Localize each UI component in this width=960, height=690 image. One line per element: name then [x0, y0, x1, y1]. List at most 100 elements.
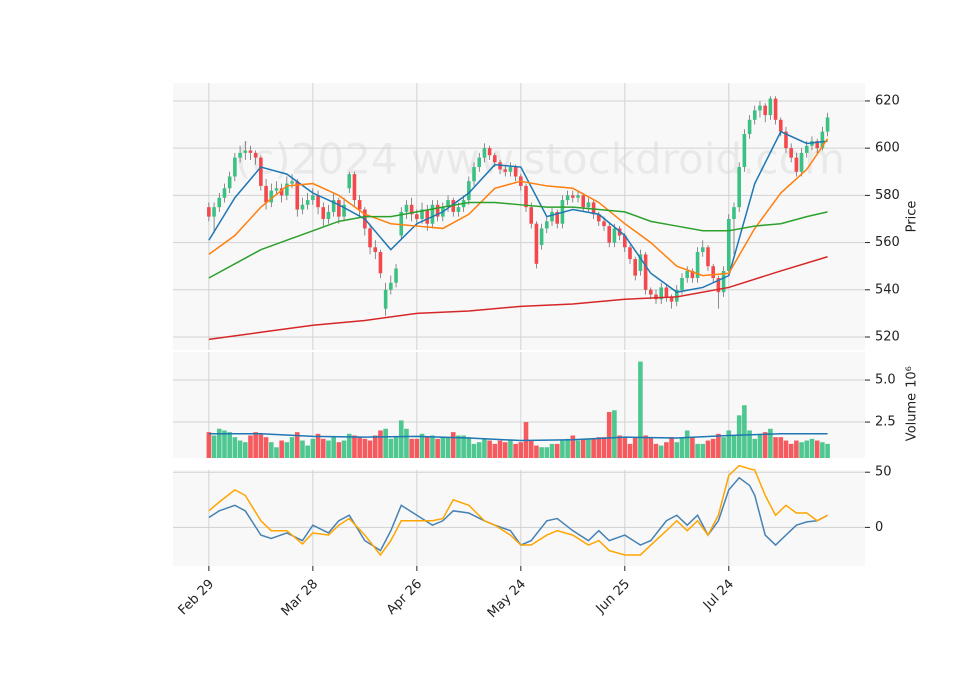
- line-series: [208, 256, 828, 341]
- volume-bar: [435, 438, 440, 458]
- volume-bar: [632, 437, 638, 458]
- candle-body: [529, 207, 534, 224]
- candle-body: [493, 155, 497, 163]
- candle-body: [233, 157, 237, 177]
- x-tick-label: Apr 26: [384, 577, 425, 618]
- volume-bar: [669, 437, 674, 458]
- volume-bar: [570, 435, 576, 458]
- candle-body: [664, 287, 669, 297]
- candle-body: [425, 209, 430, 224]
- candle-body: [300, 204, 305, 210]
- volume-bar: [627, 443, 633, 458]
- volume-bar: [804, 440, 810, 458]
- volume-bar: [747, 430, 752, 458]
- candle-body: [602, 221, 606, 227]
- volume-bar: [549, 443, 555, 458]
- candle-body: [576, 195, 580, 198]
- volume-bar: [622, 437, 628, 458]
- volume-bar: [352, 435, 357, 458]
- candle-body: [711, 266, 715, 278]
- candle-body: [820, 131, 825, 149]
- volume-bar: [658, 445, 664, 458]
- volume-bar: [419, 433, 425, 458]
- volume-bar: [528, 440, 534, 458]
- volume-bar: [736, 415, 742, 458]
- volume-bar: [450, 432, 456, 458]
- volume-bar: [367, 440, 373, 458]
- candle-body: [752, 110, 757, 120]
- volume-bar: [825, 443, 830, 458]
- volume-bar: [263, 437, 269, 458]
- volume-bar: [508, 440, 513, 458]
- volume-bar: [705, 440, 711, 458]
- candle-body: [565, 195, 570, 201]
- volume-bar: [513, 443, 518, 458]
- volume-bar: [372, 435, 378, 458]
- candle-body: [264, 185, 268, 203]
- volume-bar: [794, 440, 799, 458]
- volume-bar: [383, 428, 388, 458]
- volume-bar: [300, 440, 305, 458]
- volume-bar: [414, 438, 420, 458]
- candle-body: [654, 294, 658, 300]
- y-tick-label: 0: [875, 520, 883, 535]
- candle-body: [337, 200, 341, 217]
- candle-body: [747, 119, 752, 134]
- volume-bar: [726, 430, 732, 458]
- candle-body: [383, 289, 388, 309]
- candle-body: [628, 247, 632, 260]
- volume-bar: [497, 440, 503, 458]
- volume-bar: [638, 361, 643, 458]
- candle-body: [295, 181, 300, 210]
- candle-body: [446, 200, 450, 208]
- y-tick-label: 520: [875, 330, 900, 345]
- y-axis-label: Volume: [905, 393, 920, 441]
- volume-bar: [768, 428, 773, 458]
- volume-bar: [700, 443, 706, 458]
- volume-bar: [211, 435, 217, 458]
- volume-bar: [487, 440, 492, 458]
- volume-bar: [232, 437, 238, 458]
- candle-body: [342, 204, 346, 217]
- candle-body: [404, 204, 409, 212]
- candle-body: [352, 174, 357, 201]
- volume-bar: [544, 447, 550, 458]
- x-tick-label: Jul 24: [700, 577, 737, 614]
- volume-bar: [778, 437, 784, 458]
- candle-body: [472, 167, 476, 182]
- candle-body: [607, 226, 612, 243]
- line-series: [208, 138, 829, 277]
- volume-bar: [393, 437, 399, 458]
- volume-bar: [586, 438, 591, 458]
- volume-bar: [440, 437, 446, 458]
- volume-bar: [476, 442, 482, 458]
- y-axis-label: Price: [905, 201, 920, 233]
- volume-bar: [762, 432, 768, 458]
- volume-bar: [721, 437, 726, 458]
- volume-bar: [492, 443, 498, 458]
- volume-bar: [222, 430, 227, 458]
- volume-bar: [424, 437, 430, 458]
- candle-body: [279, 188, 284, 196]
- volume-bar: [783, 440, 789, 458]
- candle-body: [690, 270, 695, 278]
- line-series: [208, 476, 828, 552]
- candle-body: [331, 200, 336, 212]
- line-series: [208, 433, 828, 442]
- candle-body: [555, 211, 560, 224]
- volume-bar: [310, 438, 316, 458]
- volume-bar: [305, 445, 310, 458]
- candle-body: [305, 200, 310, 205]
- candle-body: [784, 131, 788, 149]
- candle-body: [321, 207, 326, 219]
- volume-bar: [664, 442, 669, 458]
- volume-bar: [216, 428, 222, 458]
- volume-bar: [674, 442, 680, 458]
- volume-bar: [742, 405, 747, 458]
- candle-body: [311, 195, 315, 201]
- volume-bar: [560, 440, 565, 458]
- volume-bar: [482, 438, 487, 458]
- line-series: [208, 201, 828, 279]
- y-tick-label: 50: [875, 465, 892, 480]
